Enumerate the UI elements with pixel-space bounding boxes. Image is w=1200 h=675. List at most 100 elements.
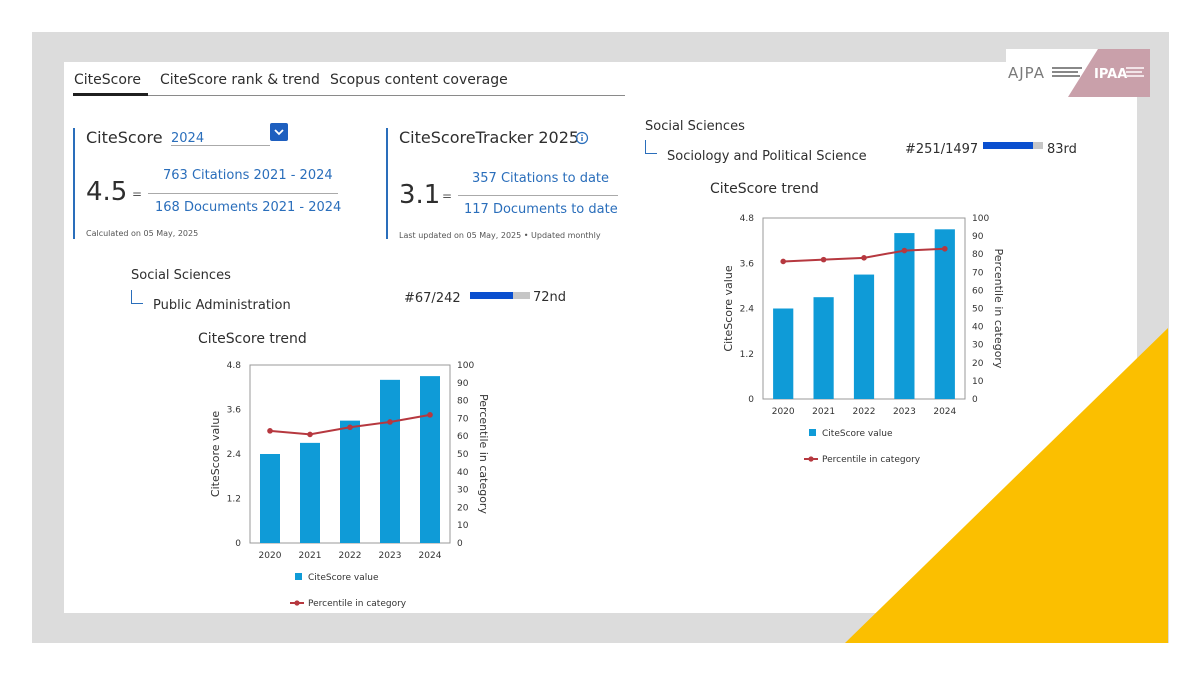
- percentile-point: [780, 258, 786, 265]
- y2-axis-label: Percentile in category: [992, 249, 1005, 369]
- x-tick-label: 2021: [812, 407, 835, 417]
- citescore-trend-chart-right: 0 1.2 2.4 3.6 4.8 0 10 20 30 40 50 60 70 80 90 100 2020 2…: [722, 214, 1005, 465]
- x-tick-label: 2021: [299, 551, 322, 561]
- percentile-point: [861, 255, 867, 261]
- citescore-trend-chart-left: 0 1.2 2.4 3.6 4.8 0 10 20 30 40 50 60 70 80 90 100 2020 2…: [209, 361, 490, 609]
- y2-axis-label: Percentile in category: [477, 394, 490, 514]
- rank-right-percentile-bar: [983, 142, 1043, 149]
- citescore-citations-link[interactable]: 763 Citations 2021 - 2024: [163, 168, 333, 183]
- rank-right-rank: #251/1497: [905, 142, 979, 157]
- active-tab-indicator: [73, 93, 148, 96]
- citescore-documents-link[interactable]: 168 Documents 2021 - 2024: [155, 200, 342, 215]
- x-tick-label: 2020: [259, 551, 282, 561]
- y2-tick-label: 70: [972, 268, 984, 278]
- chart-left-title: CiteScore trend: [198, 331, 307, 347]
- percentile-point: [347, 424, 353, 431]
- x-tick-label: 2022: [853, 407, 876, 417]
- x-tick-label: 2024: [933, 407, 956, 417]
- citescore-fraction-line: [148, 193, 338, 194]
- bar: [300, 442, 320, 543]
- subcategory-connector: [645, 140, 657, 154]
- tab-citescore-rank-trend[interactable]: CiteScore rank & trend: [160, 72, 320, 88]
- info-icon[interactable]: [575, 130, 589, 149]
- bar: [853, 274, 875, 399]
- legend-bar-swatch: [295, 573, 302, 580]
- y2-tick-label: 30: [457, 486, 469, 496]
- y2-tick-label: 40: [457, 468, 469, 478]
- tracker-equals: =: [442, 189, 453, 203]
- y2-tick-label: 90: [457, 379, 469, 389]
- tracker-updated-date: Last updated on 05 May, 2025 • Updated m…: [399, 231, 601, 240]
- y2-tick-label: 80: [457, 397, 469, 407]
- y2-tick-label: 50: [972, 305, 984, 315]
- bar: [934, 229, 955, 399]
- percentile-point: [427, 412, 433, 418]
- y2-tick-label: 20: [972, 359, 984, 369]
- y2-tick-label: 100: [972, 214, 989, 224]
- citescore-equals: =: [132, 187, 143, 201]
- y-tick-label: 2.4: [740, 305, 755, 315]
- y2-tick-label: 50: [457, 450, 469, 460]
- citescore-title: CiteScore: [86, 128, 163, 147]
- rank-left-percentile-fill: [470, 292, 514, 299]
- tab-scopus-content-coverage[interactable]: Scopus content coverage: [330, 72, 508, 88]
- legend-line-marker: [808, 456, 814, 462]
- bar: [894, 233, 915, 399]
- percentile-point: [387, 419, 393, 425]
- legend-bar-label: CiteScore value: [308, 573, 379, 583]
- y-tick-label: 4.8: [227, 361, 242, 371]
- citescore-accent-line: [73, 128, 75, 239]
- rank-left-subject: Public Administration: [153, 298, 291, 313]
- bar: [340, 420, 360, 543]
- percentile-point: [820, 256, 827, 263]
- y-tick-label: 1.2: [227, 495, 241, 505]
- x-tick-label: 2023: [893, 407, 916, 417]
- citescore-year-select[interactable]: 2024: [171, 131, 205, 146]
- tracker-title: CiteScoreTracker 2025: [399, 128, 580, 147]
- percentile-point: [942, 245, 948, 252]
- y2-tick-label: 70: [457, 414, 469, 424]
- rank-left-percentile-bar: [470, 292, 530, 299]
- percentile-point: [901, 247, 908, 254]
- y-tick-label: 0: [235, 539, 241, 549]
- y2-tick-label: 80: [972, 250, 984, 260]
- legend-bar-swatch: [809, 429, 816, 436]
- y-tick-label: 3.6: [227, 406, 242, 416]
- y2-tick-label: 10: [457, 521, 469, 531]
- percentile-point: [267, 428, 273, 434]
- y2-tick-label: 0: [972, 395, 978, 405]
- rank-left-rank: #67/242: [404, 291, 461, 306]
- y2-tick-label: 100: [457, 361, 474, 371]
- y2-tick-label: 60: [457, 432, 469, 442]
- bar: [813, 297, 834, 399]
- rank-right-subject: Sociology and Political Science: [667, 149, 867, 164]
- rank-left-category: Social Sciences: [131, 268, 231, 283]
- tracker-documents-link[interactable]: 117 Documents to date: [464, 202, 618, 217]
- y2-tick-label: 20: [457, 503, 469, 513]
- bar: [773, 308, 794, 399]
- legend-line-marker: [294, 600, 300, 606]
- logo-left-text: AJPA: [1008, 64, 1045, 82]
- x-tick-label: 2024: [419, 551, 442, 561]
- bar: [260, 454, 280, 543]
- chevron-down-icon: [274, 129, 284, 136]
- tracker-value: 3.1: [399, 180, 441, 210]
- rank-right-percentile-label: 83rd: [1047, 142, 1077, 157]
- x-tick-label: 2023: [379, 551, 402, 561]
- y2-tick-label: 90: [972, 232, 984, 242]
- legend-line-label: Percentile in category: [308, 599, 407, 609]
- tracker-accent-line: [386, 128, 388, 239]
- citescore-calculated-date: Calculated on 05 May, 2025: [86, 229, 199, 238]
- x-tick-label: 2022: [339, 551, 362, 561]
- legend-bar-label: CiteScore value: [822, 429, 893, 439]
- tracker-fraction-line: [458, 195, 618, 196]
- year-dropdown-button[interactable]: [270, 123, 288, 141]
- x-tick-label: 2020: [772, 407, 795, 417]
- tracker-citations-link[interactable]: 357 Citations to date: [472, 171, 610, 186]
- rank-right-percentile-fill: [983, 142, 1033, 149]
- tab-citescore[interactable]: CiteScore: [74, 72, 141, 88]
- y2-tick-label: 30: [972, 341, 984, 351]
- rank-right-category: Social Sciences: [645, 119, 745, 134]
- y-tick-label: 4.8: [740, 214, 755, 224]
- bar: [420, 376, 440, 543]
